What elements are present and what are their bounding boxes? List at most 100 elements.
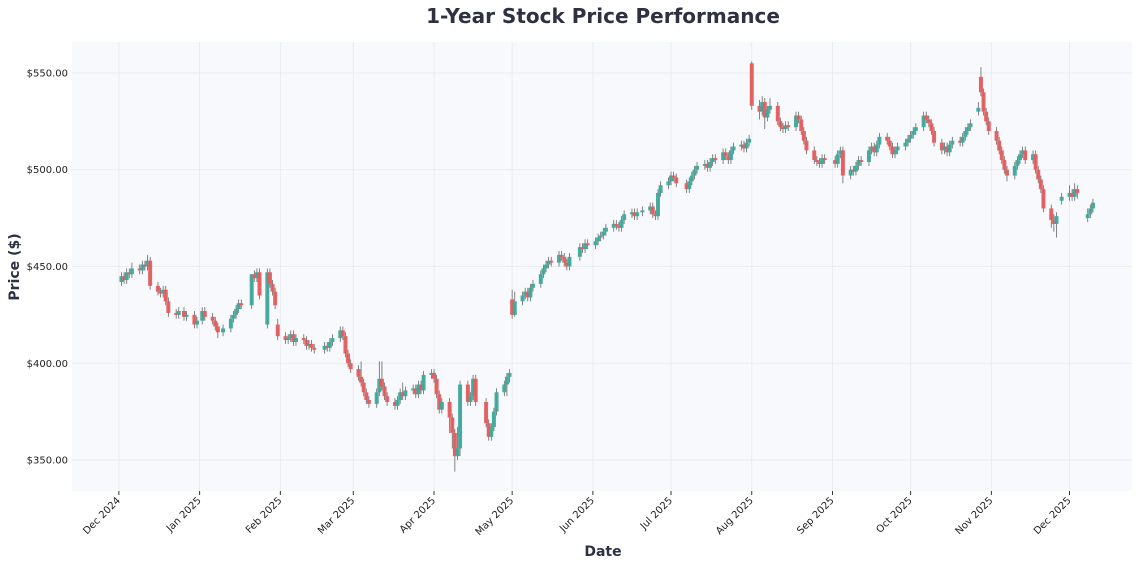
x-tick-label: May 2025 [474,495,517,538]
candle-up [767,105,772,110]
candle-down [817,161,822,164]
candle-up [327,341,332,348]
candle-down [142,264,147,267]
candle-down [564,262,569,267]
candle-down [726,156,731,161]
x-axis-label: Date [584,544,621,560]
candle-up [236,303,241,310]
candle-down [359,376,364,383]
candle-down [778,121,783,128]
candle-up [895,146,900,151]
candle-up [231,314,236,319]
candle-up [288,334,293,339]
candle-down [981,92,986,112]
candle-up [176,311,181,315]
candle-down [382,386,387,397]
candle-up [820,158,825,164]
candle-up [530,283,535,288]
x-tick-label: Sep 2025 [795,495,836,536]
candle-up [702,163,707,166]
candle-up [728,150,733,161]
candle-up [603,227,608,232]
candle-down [283,336,288,341]
candle-down [799,119,804,132]
candle-up [1088,208,1093,215]
candle-down [163,289,168,302]
candle-up [439,401,444,410]
candle-up [598,235,603,238]
candle-down [273,291,278,306]
candle-up [455,448,460,457]
x-tick-label: Mar 2025 [316,495,357,536]
candle-down [859,160,864,162]
candle-down [181,311,186,317]
candle-up [528,287,533,298]
candle-down [929,123,934,132]
candle-down [343,336,348,354]
candle-down [301,338,306,341]
candle-up [689,175,694,182]
candle-down [239,303,244,306]
candle-down [939,142,944,151]
candle-up [1020,150,1025,155]
candle-up [866,150,871,162]
candle-up [853,165,858,172]
candle-down [257,272,262,296]
candle-up [377,378,382,393]
candle-up [739,144,744,147]
candle-down [840,150,845,176]
candle-down [562,256,567,263]
candle-down [614,223,619,226]
candle-up [489,427,494,437]
grid-lines [72,42,1132,491]
candle-up [411,388,416,391]
candle-down [346,353,351,364]
candle-down [275,324,280,337]
candle-down [400,392,405,397]
candle-up [330,338,335,342]
candle-down [366,400,371,404]
candle-up [640,210,645,213]
candle-up [161,289,166,294]
candle-up [124,272,129,281]
candle-down [202,311,207,317]
candle-up [293,338,298,342]
candle-down [890,146,895,155]
candle-up [254,272,259,279]
candle-down [413,388,418,395]
candle-up [593,241,598,246]
candle-down [749,63,754,106]
candle-up [908,134,913,139]
candle-up [504,376,509,385]
candle-down [379,378,384,387]
candle-down [166,301,171,313]
candle-up [913,127,918,132]
candle-down [781,127,786,130]
candle-up [669,175,674,182]
candle-up [184,314,189,317]
candle-up [512,301,517,315]
x-tick-label: Apr 2025 [398,495,438,535]
candle-up [234,309,239,315]
candle-down [580,247,585,250]
candle-up [544,264,549,269]
candle-down [775,105,780,122]
candle-up [403,390,408,397]
candle-down [994,131,999,141]
candle-down [309,343,314,348]
candle-down [705,163,710,168]
candle-up [1012,165,1017,176]
candle-up [523,291,528,296]
candle-down [452,432,457,457]
candle-down [192,314,197,325]
candle-up [265,272,270,325]
candle-down [549,260,554,263]
candle-up [874,144,879,153]
candle-up [731,146,736,151]
candle-down [999,150,1004,161]
candle-up [744,142,749,149]
candle-down [958,140,963,143]
candle-down [851,169,856,172]
candle-down [361,382,366,393]
candle-up [577,247,582,257]
